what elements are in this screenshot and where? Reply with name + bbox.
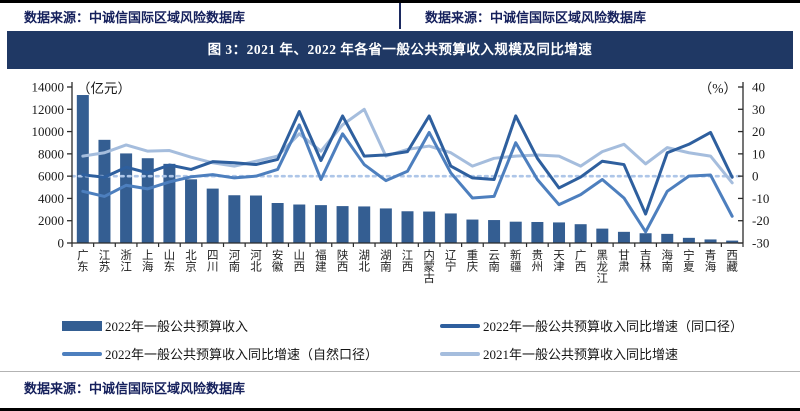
svg-text:河南: 河南 <box>229 249 241 274</box>
svg-text:浙江: 浙江 <box>120 249 132 274</box>
svg-text:江苏: 江苏 <box>99 249 111 274</box>
svg-text:四川: 四川 <box>207 250 219 274</box>
legend-item-revenue-bar: 2022年一般公共预算收入 <box>62 316 440 335</box>
svg-text:新疆: 新疆 <box>510 248 522 274</box>
svg-text:-30: -30 <box>752 236 769 251</box>
legend-item-growth-natural-caliber: 2022年一般公共预算收入同比增速（自然口径） <box>62 344 440 363</box>
svg-text:重庆: 重庆 <box>467 248 479 274</box>
svg-text:10: 10 <box>752 146 765 161</box>
svg-text:30: 30 <box>752 102 765 117</box>
svg-text:西藏: 西藏 <box>726 250 738 274</box>
svg-text:（%）: （%） <box>699 81 737 96</box>
legend-label: 2022年一般公共预算收入同比增速（同口径） <box>483 319 744 334</box>
svg-text:0: 0 <box>752 169 759 184</box>
svg-text:宁夏: 宁夏 <box>683 248 695 274</box>
svg-text:湖北: 湖北 <box>358 248 370 274</box>
bar-swatch-icon <box>62 320 102 331</box>
svg-text:吉林: 吉林 <box>640 249 652 274</box>
svg-text:安徽: 安徽 <box>272 248 284 274</box>
svg-text:福建: 福建 <box>315 248 327 274</box>
legend-label: 2021年一般公共预算收入同比增速 <box>483 347 679 362</box>
legend-item-growth-2021: 2021年一般公共预算收入同比增速 <box>440 344 800 363</box>
figure-title: 图 3：2021 年、2022 年各省一般公共预算收入规模及同比增速 <box>7 31 793 69</box>
legend-label: 2022年一般公共预算收入同比增速（自然口径） <box>105 347 379 362</box>
svg-text:2000: 2000 <box>38 213 64 228</box>
svg-text:黑龙江: 黑龙江 <box>597 249 609 285</box>
svg-text:20: 20 <box>752 124 765 139</box>
svg-text:天津: 天津 <box>553 250 565 274</box>
source-header-row: 数据来源：中诚信国际区域风险数据库 数据来源：中诚信国际区域风险数据库 <box>0 3 800 29</box>
chart-legend: 2022年一般公共预算收入 2022年一般公共预算收入同比增速（同口径） 202… <box>62 316 800 363</box>
svg-text:海南: 海南 <box>661 248 673 274</box>
svg-text:40: 40 <box>752 80 765 95</box>
svg-text:辽宁: 辽宁 <box>445 249 457 274</box>
svg-text:云南: 云南 <box>488 250 500 274</box>
svg-text:广西: 广西 <box>575 249 587 274</box>
svg-text:江西: 江西 <box>402 249 414 274</box>
svg-text:山东: 山东 <box>164 249 176 274</box>
svg-text:甘肃: 甘肃 <box>618 249 630 274</box>
svg-text:4000: 4000 <box>38 191 64 206</box>
svg-text:青海: 青海 <box>705 249 717 274</box>
svg-text:广东: 广东 <box>77 249 89 274</box>
legend-label: 2022年一般公共预算收入 <box>105 319 249 334</box>
line-swatch-icon <box>440 351 480 356</box>
svg-text:湖南: 湖南 <box>380 248 392 274</box>
svg-text:10000: 10000 <box>32 124 65 139</box>
svg-text:河北: 河北 <box>250 249 262 274</box>
footer: 数据来源：中诚信国际区域风险数据库 <box>0 371 800 411</box>
data-source-left: 数据来源：中诚信国际区域风险数据库 <box>0 3 401 29</box>
combo-chart: 14000 12000 10000 8000 6000 4000 2000 0 40 30 20 10… <box>0 74 800 316</box>
svg-text:上海: 上海 <box>142 249 154 274</box>
svg-text:-10: -10 <box>752 191 769 206</box>
svg-text:北京: 北京 <box>185 249 197 274</box>
svg-text:14000: 14000 <box>32 80 65 95</box>
svg-text:内蒙古: 内蒙古 <box>423 248 435 285</box>
svg-text:贵州: 贵州 <box>532 249 544 274</box>
data-source-right: 数据来源：中诚信国际区域风险数据库 <box>425 9 647 25</box>
data-source-bottom: 数据来源：中诚信国际区域风险数据库 <box>24 381 246 396</box>
svg-text:12000: 12000 <box>32 102 65 117</box>
svg-text:（亿元）: （亿元） <box>77 81 131 96</box>
svg-text:山西: 山西 <box>294 249 306 274</box>
legend-item-growth-same-caliber: 2022年一般公共预算收入同比增速（同口径） <box>440 316 800 335</box>
svg-text:6000: 6000 <box>38 169 64 184</box>
svg-text:陕西: 陕西 <box>337 248 349 274</box>
line-swatch-icon <box>62 351 102 356</box>
chart-canvas: 14000 12000 10000 8000 6000 4000 2000 0 40 30 20 10… <box>32 80 770 286</box>
svg-text:8000: 8000 <box>38 146 64 161</box>
svg-text:-20: -20 <box>752 213 769 228</box>
svg-text:0: 0 <box>58 236 65 251</box>
line-swatch-icon <box>440 323 480 328</box>
